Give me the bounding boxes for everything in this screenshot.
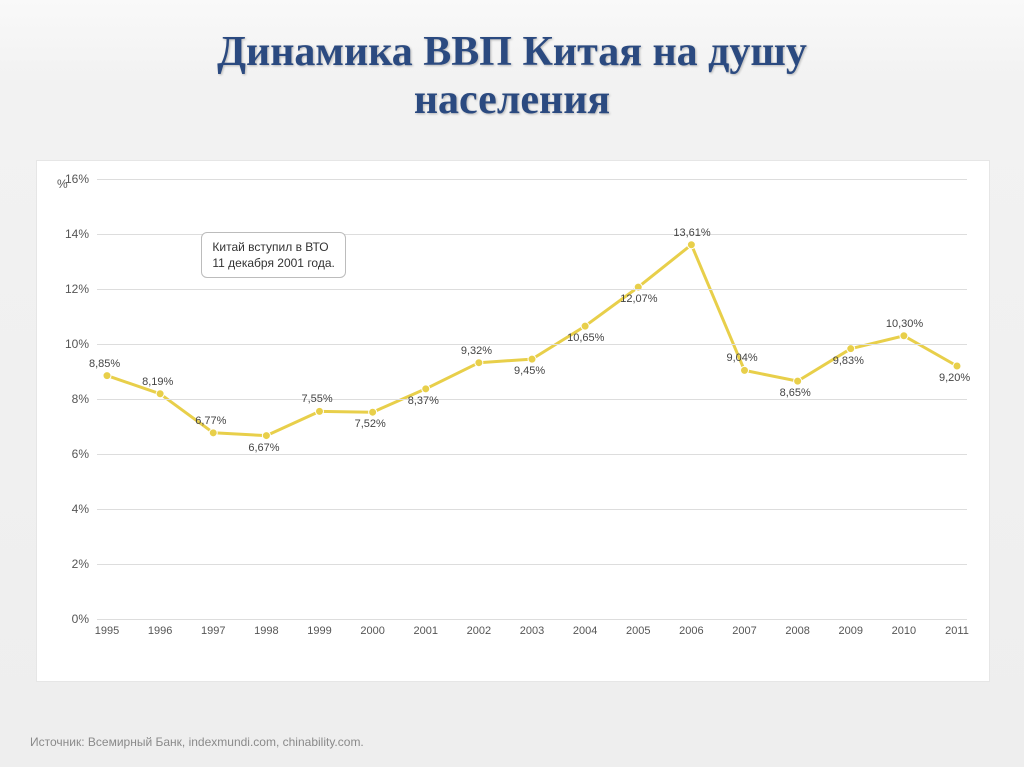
x-tick-label: 1996 xyxy=(148,625,172,637)
y-tick-label: 12% xyxy=(65,282,89,296)
grid-line xyxy=(97,399,967,400)
y-tick-label: 10% xyxy=(65,337,89,351)
data-label: 6,67% xyxy=(248,442,279,454)
x-tick-label: 1995 xyxy=(95,625,119,637)
x-tick-label: 2011 xyxy=(945,625,969,637)
data-label: 9,32% xyxy=(461,345,492,357)
x-tick-label: 2003 xyxy=(520,625,544,637)
callout-box: Китай вступил в ВТО11 декабря 2001 года. xyxy=(201,232,345,278)
plot-area: % 0%2%4%6%8%10%12%14%16%1995199619971998… xyxy=(97,179,967,619)
data-label: 9,20% xyxy=(939,372,970,384)
y-tick-label: 8% xyxy=(72,392,89,406)
y-tick-label: 2% xyxy=(72,557,89,571)
page-title: Динамика ВВП Китая на душу населения xyxy=(0,0,1024,125)
x-tick-label: 2008 xyxy=(785,625,809,637)
title-line1: Динамика ВВП Китая на душу xyxy=(217,29,807,75)
x-tick-label: 2007 xyxy=(732,625,756,637)
data-label: 9,04% xyxy=(727,352,758,364)
x-tick-label: 2005 xyxy=(626,625,650,637)
x-tick-label: 2002 xyxy=(467,625,491,637)
x-tick-label: 2000 xyxy=(360,625,384,637)
x-tick-label: 2009 xyxy=(839,625,863,637)
data-label: 9,83% xyxy=(833,355,864,367)
data-label: 7,55% xyxy=(302,393,333,405)
data-label: 8,19% xyxy=(142,376,173,388)
gdp-chart: % 0%2%4%6%8%10%12%14%16%1995199619971998… xyxy=(36,160,990,682)
data-label: 12,07% xyxy=(620,293,657,305)
grid-line xyxy=(97,454,967,455)
grid-line xyxy=(97,564,967,565)
x-tick-label: 2010 xyxy=(892,625,916,637)
x-tick-label: 1997 xyxy=(201,625,225,637)
title-line2: населения xyxy=(414,77,610,123)
data-label: 7,52% xyxy=(355,418,386,430)
data-label: 13,61% xyxy=(673,227,710,239)
x-tick-label: 2006 xyxy=(679,625,703,637)
data-label: 8,37% xyxy=(408,395,439,407)
grid-line xyxy=(97,179,967,180)
y-tick-label: 14% xyxy=(65,227,89,241)
data-label: 8,65% xyxy=(780,387,811,399)
callout-line2: 11 декабря 2001 года. xyxy=(212,255,334,271)
grid-line xyxy=(97,344,967,345)
grid-line xyxy=(97,509,967,510)
x-tick-label: 2001 xyxy=(414,625,438,637)
grid-line xyxy=(97,619,967,620)
x-tick-label: 1999 xyxy=(307,625,331,637)
x-tick-label: 2004 xyxy=(573,625,597,637)
callout-line1: Китай вступил в ВТО xyxy=(212,239,334,255)
data-label: 10,30% xyxy=(886,318,923,330)
data-label: 9,45% xyxy=(514,365,545,377)
x-tick-label: 1998 xyxy=(254,625,278,637)
data-label: 10,65% xyxy=(567,332,604,344)
y-tick-label: 6% xyxy=(72,447,89,461)
y-tick-label: 0% xyxy=(72,612,89,626)
y-tick-label: 16% xyxy=(65,172,89,186)
y-tick-label: 4% xyxy=(72,502,89,516)
source-text: Источник: Всемирный Банк, indexmundi.com… xyxy=(30,735,364,749)
data-label: 6,77% xyxy=(195,415,226,427)
data-label: 8,85% xyxy=(89,358,120,370)
grid-line xyxy=(97,289,967,290)
